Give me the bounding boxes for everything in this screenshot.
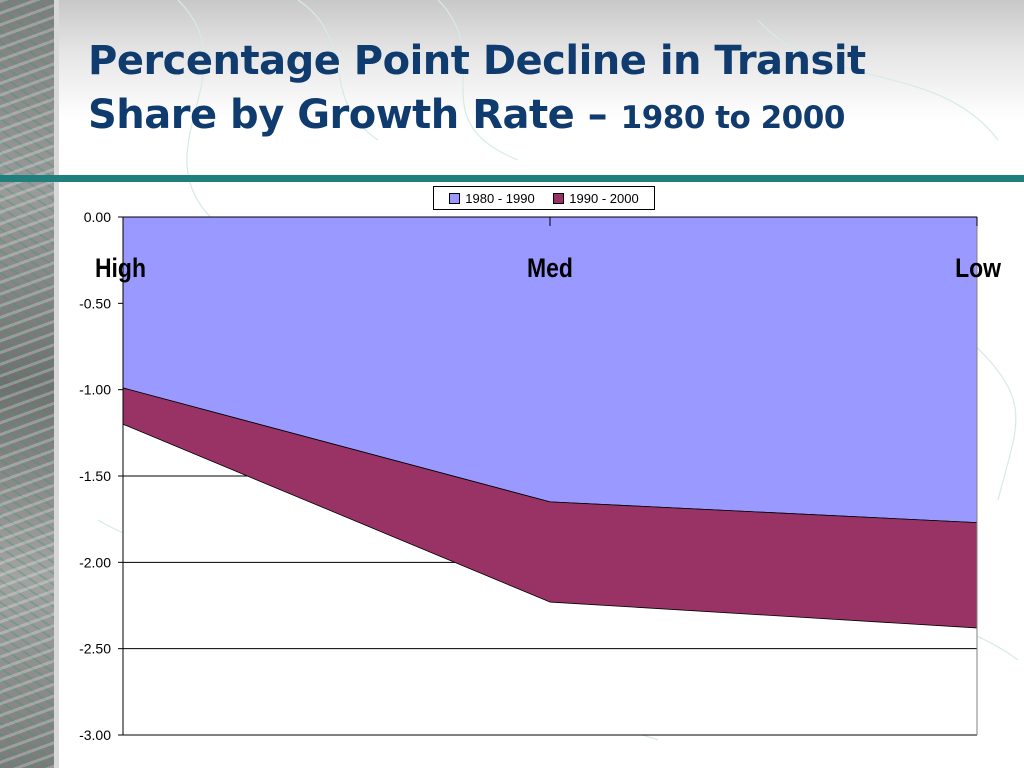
x-category-label-high: High [95, 253, 146, 283]
y-tick-label-1: -0.50 [79, 295, 111, 311]
chart-legend: 1980 - 1990 1990 - 2000 [433, 186, 655, 210]
x-category-label-low: Low [955, 253, 1001, 283]
map-strip-edge [54, 0, 59, 768]
x-category-label-med: Med [527, 253, 573, 283]
y-tick-label-6: -3.00 [79, 727, 111, 743]
header-background [0, 0, 1024, 120]
y-tick-label-0: 0.00 [84, 209, 111, 225]
title-date-range: 1980 to 2000 [620, 100, 846, 136]
map-texture-strip [0, 0, 58, 768]
legend-swatch-series-2 [553, 192, 565, 204]
legend-label-series-1: 1980 - 1990 [465, 190, 535, 206]
title-divider [0, 175, 1024, 182]
legend-label-series-2: 1990 - 2000 [569, 190, 639, 206]
legend-item-series-2: 1990 - 2000 [553, 190, 639, 206]
title-line-2: Share by Growth Rate – [88, 92, 608, 138]
y-tick-label-2: -1.00 [79, 382, 111, 398]
legend-item-series-1: 1980 - 1990 [449, 190, 535, 206]
title-line-1: Percentage Point Decline in Transit [88, 38, 866, 84]
y-tick-label-5: -2.50 [79, 641, 111, 657]
y-tick-label-3: -1.50 [79, 468, 111, 484]
slide-title: Percentage Point Decline in Transit Shar… [88, 34, 866, 145]
legend-swatch-series-1 [449, 192, 461, 204]
y-tick-label-4: -2.00 [79, 554, 111, 570]
